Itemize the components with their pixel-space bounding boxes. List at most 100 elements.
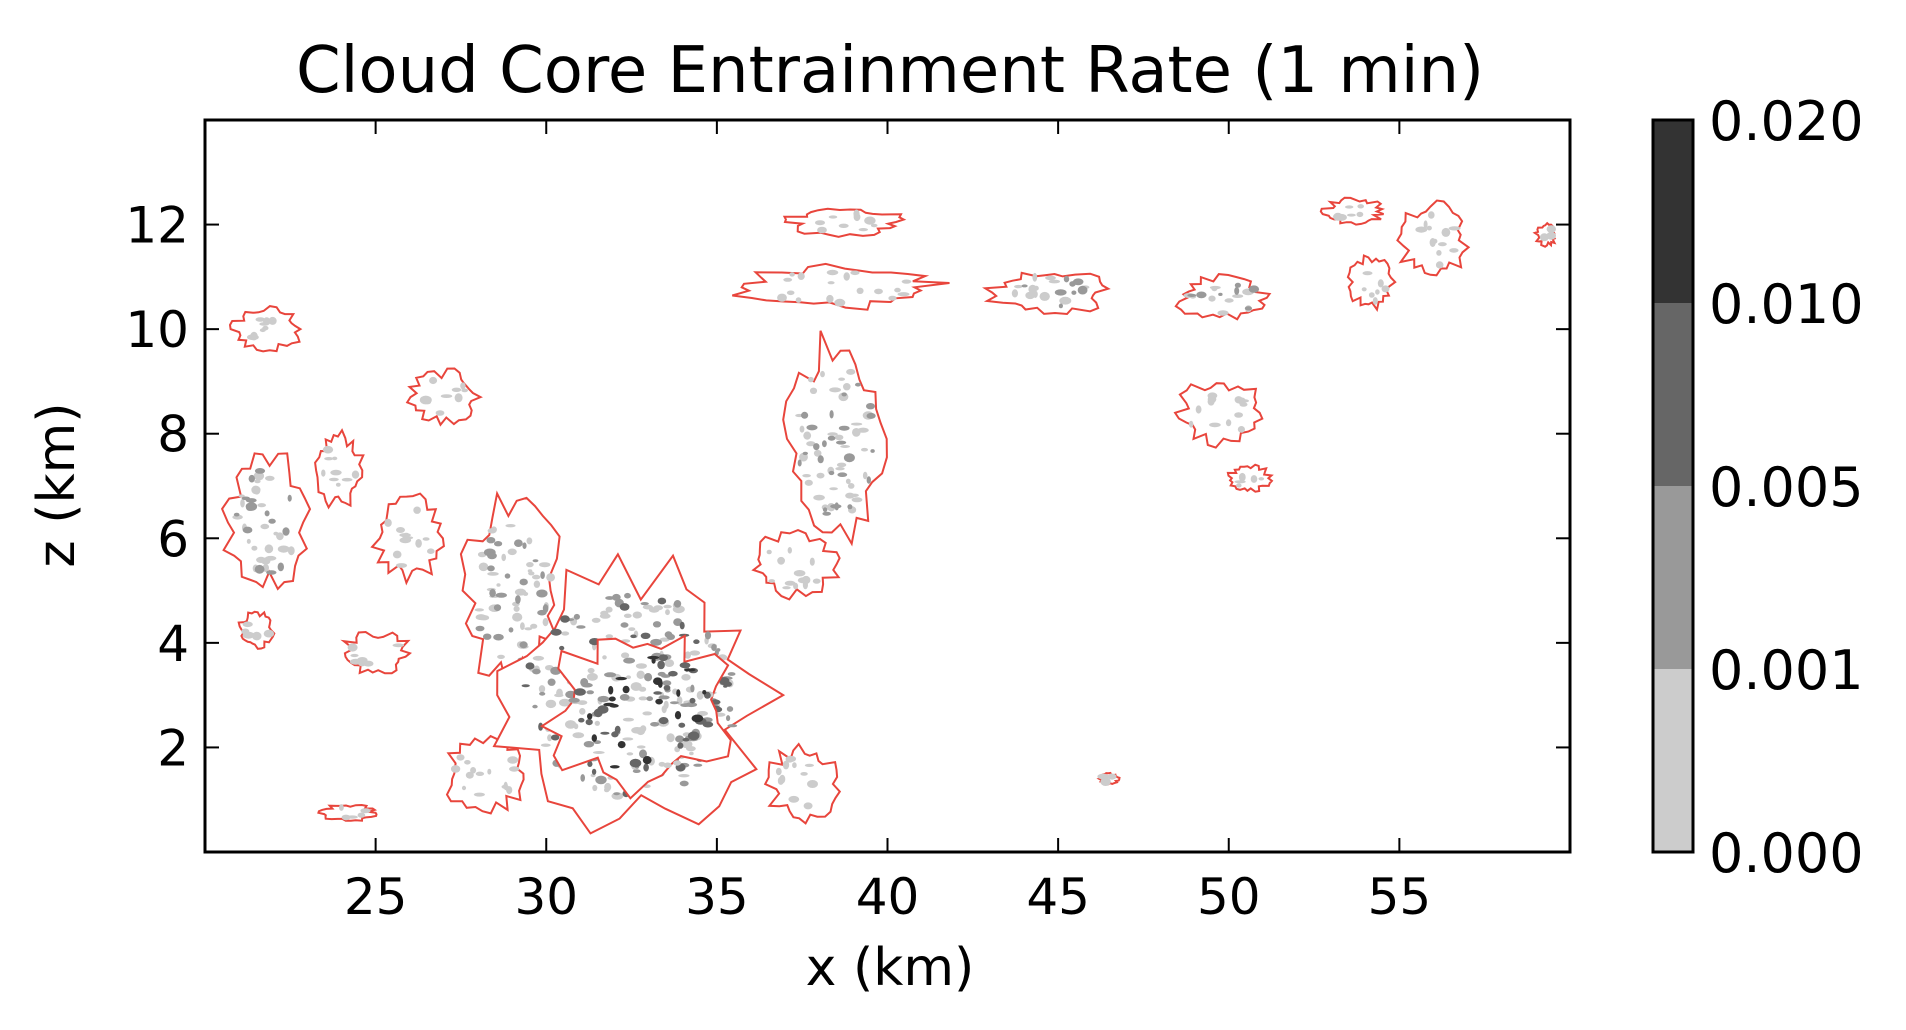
entrainment-speck — [639, 749, 647, 759]
entrainment-speck — [505, 524, 516, 528]
entrainment-speck — [1072, 278, 1084, 286]
entrainment-speck — [1011, 289, 1019, 298]
entrainment-speck — [843, 383, 851, 391]
entrainment-speck — [693, 763, 703, 767]
entrainment-speck — [486, 537, 496, 544]
entrainment-speck — [240, 498, 245, 508]
entrainment-speck — [605, 606, 613, 613]
entrainment-speck — [662, 680, 672, 686]
entrainment-speck — [277, 545, 290, 553]
entrainment-speck — [478, 615, 490, 621]
cloud-region — [1396, 199, 1471, 277]
entrainment-speck — [789, 272, 795, 277]
entrainment-speck — [804, 763, 815, 768]
entrainment-speck — [347, 643, 358, 652]
entrainment-speck — [802, 474, 811, 478]
cloud-outline — [1346, 254, 1397, 313]
entrainment-speck — [675, 735, 685, 743]
entrainment-speck — [536, 589, 548, 598]
entrainment-speck — [809, 557, 815, 566]
entrainment-speck — [242, 526, 253, 534]
entrainment-speck — [664, 659, 675, 667]
entrainment-speck — [257, 503, 267, 508]
entrainment-speck — [640, 632, 651, 639]
entrainment-speck — [689, 650, 701, 656]
entrainment-speck — [592, 784, 598, 792]
entrainment-speck — [1361, 287, 1367, 292]
entrainment-speck — [1059, 296, 1072, 305]
entrainment-speck — [473, 792, 485, 797]
entrainment-speck — [611, 731, 619, 738]
entrainment-speck — [784, 580, 796, 586]
entrainment-speck — [474, 608, 484, 612]
entrainment-speck — [834, 298, 846, 307]
entrainment-speck — [802, 580, 809, 590]
entrainment-speck — [786, 290, 795, 296]
entrainment-speck — [1258, 477, 1265, 481]
x-tick-label: 45 — [1026, 868, 1090, 926]
entrainment-speck — [838, 425, 850, 431]
entrainment-speck — [514, 588, 527, 596]
entrainment-speck — [346, 815, 358, 819]
entrainment-speck — [528, 571, 535, 576]
entrainment-speck — [847, 504, 853, 510]
entrainment-speck — [661, 674, 671, 678]
entrainment-speck — [585, 719, 593, 726]
entrainment-speck — [719, 677, 730, 686]
cloud-region — [1532, 221, 1557, 248]
entrainment-speck — [658, 695, 670, 700]
entrainment-speck — [1372, 297, 1378, 305]
entrainment-speck — [609, 703, 619, 708]
entrainment-speck — [673, 600, 682, 608]
cloud-outline — [1396, 199, 1471, 277]
entrainment-speck — [642, 756, 652, 765]
entrainment-speck — [1248, 285, 1260, 293]
entrainment-speck — [783, 277, 793, 282]
entrainment-speck — [1428, 211, 1435, 219]
entrainment-speck — [341, 477, 353, 482]
entrainment-speck — [260, 523, 270, 530]
entrainment-speck — [322, 445, 334, 454]
entrainment-speck — [475, 625, 485, 632]
entrainment-speck — [845, 478, 851, 484]
entrainment-speck — [597, 695, 610, 703]
entrainment-speck — [663, 604, 672, 609]
entrainment-speck — [504, 573, 511, 579]
entrainment-speck — [726, 706, 734, 712]
entrainment-speck — [330, 469, 342, 476]
entrainment-speck — [650, 638, 662, 646]
entrainment-speck — [573, 723, 579, 730]
entrainment-speck — [822, 440, 827, 448]
entrainment-speck — [870, 449, 875, 453]
entrainment-speck — [254, 468, 266, 474]
y-tick-label: 8 — [157, 406, 189, 464]
entrainment-speck — [238, 494, 245, 498]
entrainment-speck — [539, 691, 546, 696]
entrainment-speck — [795, 297, 802, 303]
entrainment-speck — [622, 717, 635, 722]
entrainment-speck — [855, 382, 861, 387]
entrainment-speck — [1188, 420, 1194, 428]
colorbar: 0.000 0.001 0.005 0.010 0.020 — [1651, 90, 1864, 885]
entrainment-speck — [532, 574, 541, 580]
entrainment-speck — [493, 633, 504, 641]
entrainment-speck — [608, 685, 614, 695]
entrainment-speck — [415, 539, 422, 548]
entrainment-speck — [532, 655, 545, 661]
entrainment-speck — [1014, 284, 1023, 289]
entrainment-speck — [332, 456, 338, 461]
colorbar-segment — [1653, 120, 1693, 303]
entrainment-speck — [888, 295, 897, 301]
entrainment-speck — [402, 534, 410, 539]
entrainment-speck — [1345, 205, 1354, 209]
entrainment-speck — [547, 734, 553, 742]
entrainment-speck — [874, 288, 883, 295]
entrainment-speck — [357, 657, 368, 664]
entrainment-speck — [514, 539, 523, 547]
entrainment-speck — [841, 392, 847, 397]
cloud-region — [982, 271, 1111, 316]
cloud-region — [782, 207, 907, 238]
cloud-region — [370, 492, 445, 586]
entrainment-speck — [650, 722, 660, 727]
entrainment-speck — [560, 615, 570, 623]
